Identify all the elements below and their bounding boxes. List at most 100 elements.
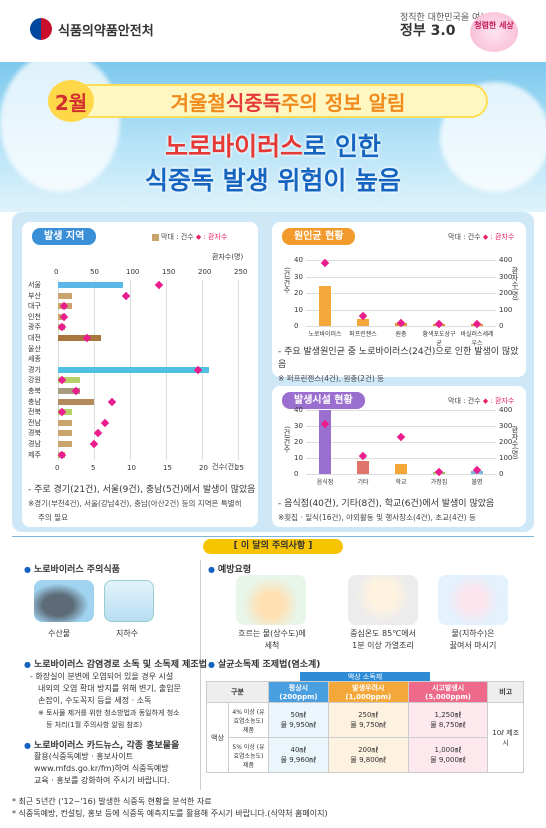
fac-legend-cases: 막대 : 건수	[448, 397, 481, 405]
cause-right-axis: 환자수(명)	[511, 267, 519, 301]
facChart-right-tick: 100	[499, 454, 513, 462]
r1c1b: 물 9,950㎖	[280, 721, 317, 729]
facChart-grid	[306, 410, 496, 411]
region-label: 대구	[28, 302, 41, 311]
facChart-patient-marker	[358, 452, 368, 461]
dis5: 등 처리(1월 주의사항 알림 참조)	[46, 721, 143, 729]
r2c2b: 물 9,800㎖	[350, 756, 387, 764]
region-label: 세종	[28, 355, 41, 364]
main-title: 겨울철 식중독 주의 정보 알림	[58, 84, 488, 118]
region-top-tick: 250	[234, 268, 248, 276]
r2c3: 1,000㎖ 물 9,000㎖	[407, 737, 489, 773]
prevent-boil: 물(지하수)은 끓여서 마시기	[432, 628, 514, 652]
region-top-tick: 200	[198, 268, 212, 276]
dis2: 내외의 오염 확대 방지를 위해 변기, 출입문	[38, 684, 181, 693]
mix-heading: 살균소독제 조제법(염소계)	[208, 657, 320, 670]
cause-legend: 막대 : 건수 ◆ : 환자수	[448, 232, 514, 242]
r2c1b: 물 9,960㎖	[280, 756, 317, 764]
cause-legend-patients: ◆ : 환자수	[482, 233, 515, 241]
legend-cases: 막대 : 건수	[161, 233, 194, 241]
footer-1: * 최근 5년간 ('12~'16) 발생한 식중독 현황을 분석한 자료	[12, 797, 212, 806]
region-top-tick: 100	[126, 268, 140, 276]
causeChart-left-tick: 30	[294, 272, 303, 281]
region-legend: 막대 : 건수 ◆ : 환자수	[152, 232, 227, 242]
region-label: 강원	[28, 376, 41, 385]
r1c2: 250㎖ 물 9,750㎖	[327, 702, 409, 738]
groundwater-illustration	[104, 580, 154, 622]
r2c3b: 물 9,000㎖	[430, 756, 466, 764]
facChart-right-tick: 300	[499, 422, 513, 430]
region-note-main: - 주로 경기(21건), 서울(9건), 충남(5건)에서 발생이 많았음	[28, 485, 256, 495]
th-1: 평상시(200ppm)	[268, 681, 329, 703]
p2a: 중심온도 85℃에서	[350, 629, 416, 638]
region-label: 서울	[28, 281, 41, 289]
header: 식품의약품안전처 정직한 대한민국을 여는 정부 3.0 청렴한 세상	[0, 0, 546, 62]
region-patient-marker	[154, 280, 164, 290]
subtitle-line2: 식중독 발생 위험이 높음	[144, 166, 402, 195]
facChart-grid	[306, 458, 496, 459]
causeChart-grid	[306, 260, 496, 261]
region-bot-tick: 10	[127, 464, 136, 473]
taegeuk-icon	[30, 18, 52, 40]
causeChart-left-tick: 40	[294, 256, 303, 264]
region-bar	[58, 441, 73, 447]
row-group: 액상	[206, 702, 229, 773]
causeChart-grid	[306, 293, 496, 294]
region-pat-axis: 환자수(명)	[212, 253, 244, 261]
region-note-sub2: 주의 필요	[38, 513, 68, 522]
card2[interactable]: www.mfds.go.kr/fm)하여 식중독예방	[34, 764, 169, 773]
region-grid	[238, 280, 239, 461]
region-label: 울산	[28, 344, 41, 353]
cause-left-axis: (건)건수	[283, 267, 291, 294]
facChart-bar	[395, 464, 407, 474]
agency-logo[interactable]: 식품의약품안전처	[30, 18, 154, 40]
th-0: 구분	[206, 681, 269, 703]
legend-patients: ◆ : 환자수	[195, 233, 228, 241]
region-label: 전북	[28, 408, 41, 417]
causeChart-left-tick: 20	[294, 289, 303, 297]
region-title: 발생 지역	[32, 228, 97, 245]
facility-legend: 막대 : 건수 ◆ : 환자수	[448, 396, 514, 406]
region-bar	[58, 292, 73, 299]
r1c3a: 1,250㎖	[434, 711, 462, 719]
facChart-label: 음식점	[316, 479, 334, 486]
region-bot-tick: 5	[91, 464, 96, 473]
legend-bar-swatch	[152, 233, 159, 241]
subtitle-key: 노로바이러스	[165, 132, 304, 161]
facChart-grid	[306, 426, 496, 427]
cook-illustration	[348, 575, 418, 625]
region-label: 전남	[28, 418, 41, 427]
dis4: ※ 토사물 제거를 위한 청소방법과 동일하게 청소	[38, 709, 180, 717]
note-col: 10ℓ 제조시	[487, 702, 524, 773]
food-groundwater: 지하수	[116, 629, 139, 638]
region-label: 경기	[28, 365, 41, 374]
causeChart-left-tick: 0	[294, 322, 299, 330]
region-label: 부산	[28, 291, 41, 300]
subtitle: 노로바이러스로 인한 식중독 발생 위험이 높음	[0, 130, 546, 198]
r2c2a: 200㎖	[358, 746, 379, 754]
causeChart-label: 노로바이러스	[308, 331, 342, 338]
facChart-left-tick: 10	[294, 454, 303, 462]
facChart-label: 학교	[395, 479, 407, 486]
facChart-label: 불명	[471, 479, 483, 486]
facChart-left-tick: 0	[294, 470, 299, 478]
cause-legend-cases: 막대 : 건수	[448, 233, 481, 241]
region-bot-tick: 0	[55, 464, 60, 473]
gov-big: 정부 3.0	[400, 22, 456, 39]
facChart-label: 기타	[357, 479, 369, 486]
facChart-left-tick: 30	[294, 422, 303, 430]
causeChart-right-tick: 200	[499, 289, 513, 297]
title-post: 주의 정보 알림	[281, 90, 406, 115]
footer-2: * 식중독예방, 컨설팅, 홍보 등에 식중독 예측지도를 활용해 주시기 바랍…	[12, 809, 328, 818]
r1c3b: 물 8,750㎖	[430, 721, 466, 729]
facChart-label: 가정집	[430, 479, 448, 486]
cause-note: - 주요 발생원인균 중 노로바이러스(24건)으로 인한 발생이 많았음 ※ 퍼…	[278, 346, 526, 386]
causeChart-label: 황색포도상구균	[422, 331, 456, 347]
cause-note-sub: ※ 퍼프린젠스(4건), 원충(2건) 등	[278, 374, 385, 383]
foods-heading: 노로바이러스 주의식품	[24, 562, 120, 575]
region-patient-marker	[107, 397, 117, 406]
facChart-right-tick: 0	[499, 470, 504, 478]
region-label: 충북	[28, 387, 41, 395]
region-case-axis: 건수(건)	[212, 463, 237, 471]
